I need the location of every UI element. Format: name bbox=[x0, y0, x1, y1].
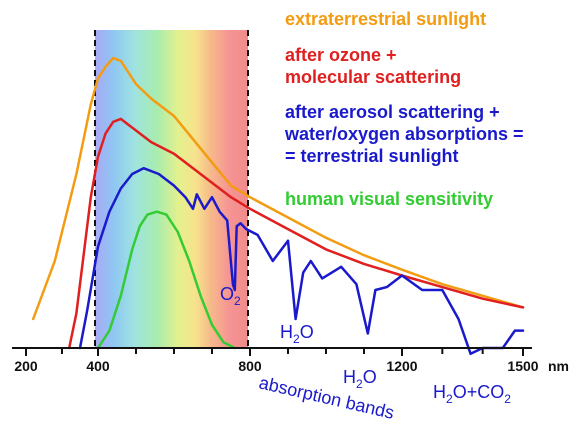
tick-label-2: 800 bbox=[238, 358, 262, 374]
annotation-h2o-1-tail: O bbox=[300, 322, 314, 342]
series-line-3 bbox=[96, 210, 237, 350]
annotation-o2-sub: 2 bbox=[234, 294, 241, 308]
legend-terrestrial-line3: = terrestrial sunlight bbox=[285, 146, 459, 166]
annotation-h2o-2-sub: 2 bbox=[356, 377, 363, 391]
tick-label-0: 200 bbox=[14, 358, 38, 374]
legend-terrestrial-line1: after aerosol scattering + bbox=[285, 102, 500, 122]
annotation-h2o-2-tail: O bbox=[363, 367, 377, 387]
legend-terrestrial-line2: water/oxygen absorptions = bbox=[284, 124, 524, 144]
annotation-h2o-1: H2O bbox=[280, 322, 314, 346]
legend-terrestrial: after aerosol scattering + water/oxygen … bbox=[284, 102, 529, 166]
tick-label-3: 1200 bbox=[386, 358, 417, 374]
tick-label-1: 400 bbox=[86, 358, 110, 374]
annotation-h2o-1-sub: 2 bbox=[293, 332, 300, 346]
annotation-h2o-co2-sub2: 2 bbox=[504, 392, 511, 406]
legend-ozone: after ozone + molecular scattering bbox=[285, 45, 461, 87]
legend-ozone-line2: molecular scattering bbox=[285, 67, 461, 87]
x-axis-unit: nm bbox=[548, 358, 569, 374]
series-layer bbox=[31, 56, 525, 356]
series-line-2 bbox=[78, 166, 525, 356]
series-line-0 bbox=[31, 56, 525, 321]
annotation-h2o-co2: H2O+CO2 bbox=[433, 382, 511, 406]
legend-visual-sensitivity: human visual sensitivity bbox=[285, 189, 493, 209]
annotation-h2o-co2-sub: 2 bbox=[446, 392, 453, 406]
legend-extraterrestrial: extraterrestrial sunlight bbox=[285, 9, 486, 29]
x-axis-ticks: 200 400 800 1200 1500 bbox=[14, 348, 539, 374]
tick-label-4: 1500 bbox=[507, 358, 538, 374]
annotation-h2o-2: H2O bbox=[343, 367, 377, 391]
legend-ozone-line1: after ozone + bbox=[285, 45, 397, 65]
series-line-1 bbox=[67, 117, 525, 350]
annotation-h2o-co2-tail: O+CO bbox=[453, 382, 505, 402]
